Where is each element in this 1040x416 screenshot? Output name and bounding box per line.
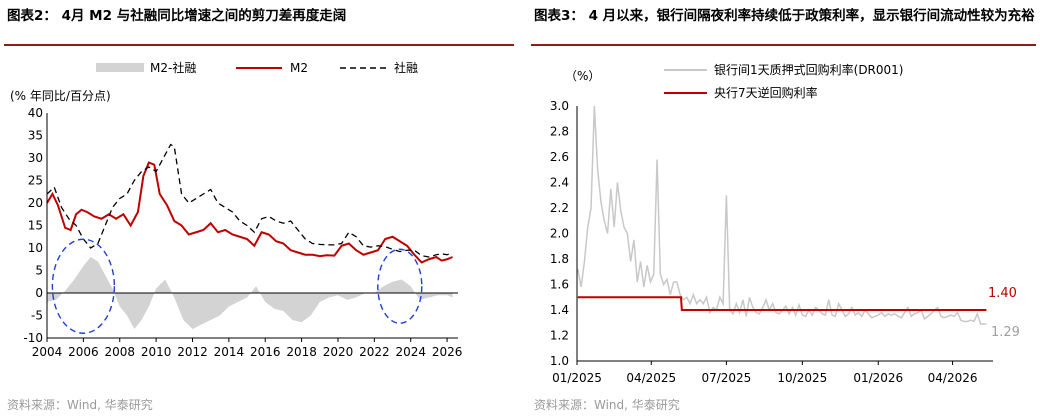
source-note: 资料来源：Wind, 华泰研究 [534,398,680,412]
title-divider [531,44,1036,46]
y-tick-label: 3.0 [550,99,569,113]
y-tick-label: 1.2 [550,329,569,343]
x-tick-label: 10/2025 [777,371,827,385]
x-tick-label: 2016 [250,345,281,359]
x-tick-label: 2008 [104,345,135,359]
y-tick-label: 2.0 [550,227,569,241]
series-line-m2 [46,161,453,264]
y-tick-label: 1.0 [550,354,569,368]
y-axis-unit-label: (% 年同比/百分点) [10,89,111,103]
series-line-dr001 [577,105,987,325]
legend-swatch-gap [96,63,144,72]
x-tick-label: 01/2025 [552,371,602,385]
y-tick-label: 1.4 [550,303,569,317]
y-tick-label: 40 [28,106,43,120]
source-note: 资料来源：Wind, 华泰研究 [7,398,153,412]
y-axis-unit-label: （%） [565,69,600,83]
legend-label-policy: 央行7天逆回购利率 [714,85,818,100]
x-tick-label: 2012 [177,345,208,359]
chart-canvas-right: （%） 银行间1天质押式回购利率(DR001) 央行7天逆回购利率 3.0 2.8 2.6… [550,62,1020,385]
annotation-ellipse-2023 [377,248,423,324]
x-tick-label: 2020 [323,345,354,359]
x-tick-label: 2022 [359,345,390,359]
chart-canvas-left: M2-社融 M2 社融 (% 年同比/百分点) 40 35 30 25 20 15 10 5 0 -5 -1… [10,60,463,359]
series-line-tsf [46,143,453,258]
x-tick-label: 2024 [395,345,426,359]
y-tick-label: -5 [31,309,43,323]
chart-panel-dr001: 图表3： 4 月以来，银行间隔夜利率持续低于政策利率，显示银行间流动性较为充裕 … [527,0,1040,416]
y-tick-label: 0 [35,286,43,300]
y-tick-label: 10 [28,241,43,255]
chart-title: 图表2： 4月 M2 与社融同比增速之间的剪刀差再度走阔 [7,8,347,24]
y-tick-label: 30 [28,151,43,165]
annotation-ellipse-2006 [51,238,116,334]
x-tick-label: 07/2025 [701,371,751,385]
x-tick-label: 2018 [286,345,317,359]
y-tick-label: 5 [35,264,43,278]
x-tick-label: 2006 [68,345,99,359]
legend: M2-社融 M2 社融 [96,60,418,75]
y-tick-label: 1.6 [550,278,569,292]
y-tick-label: 2.8 [550,125,569,139]
chart-panel-m2-tsf: 图表2： 4月 M2 与社融同比增速之间的剪刀差再度走阔 M2-社融 M2 社融 (%… [0,0,518,416]
legend-label-gap: M2-社融 [150,60,196,75]
chart-title: 图表3： 4 月以来，银行间隔夜利率持续低于政策利率，显示银行间流动性较为充裕 [534,8,1035,24]
x-tick-label: 04/2025 [626,371,676,385]
x-tick-label: 01/2026 [853,371,903,385]
y-tick-label: -10 [23,331,43,345]
title-divider [4,44,514,46]
y-tick-label: 2.2 [550,201,569,215]
y-tick-label: 35 [28,129,43,143]
legend: 银行间1天质押式回购利率(DR001) 央行7天逆回购利率 [664,62,903,100]
y-tick-label: 2.6 [550,150,569,164]
y-tick-label: 1.8 [550,252,569,266]
x-tick-label: 2010 [141,345,172,359]
y-tick-label: 25 [28,174,43,188]
x-tick-label: 2004 [32,345,63,359]
x-tick-label: 2026 [432,345,463,359]
end-label-dr001: 1.29 [991,325,1020,340]
x-tick-label: 04/2026 [928,371,978,385]
legend-label-m2: M2 [290,61,308,75]
legend-label-tsf: 社融 [394,60,418,75]
x-tick-label: 2014 [214,345,245,359]
y-tick-label: 2.4 [550,176,569,190]
legend-label-dr001: 银行间1天质押式回购利率(DR001) [714,62,903,77]
y-tick-label: 20 [28,196,43,210]
end-label-policy: 1.40 [988,286,1017,301]
y-tick-label: 15 [28,219,43,233]
series-line-policy [577,296,987,311]
